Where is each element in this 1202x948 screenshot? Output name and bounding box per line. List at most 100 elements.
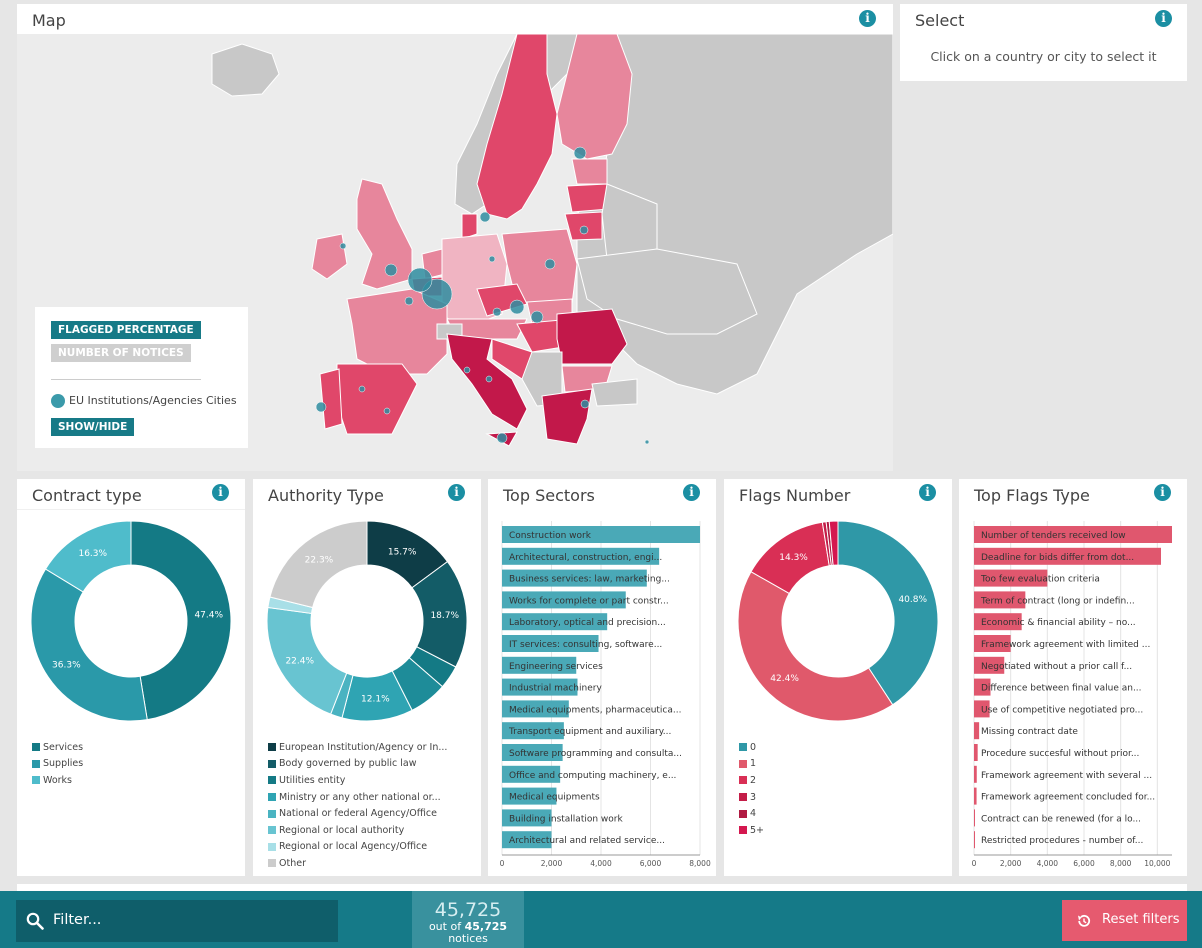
top-sectors-panel: Top Sectors i 0 2,000 4,000 6,000 8,000 Const… <box>488 479 716 876</box>
legend-label: Services <box>43 741 84 753</box>
reset-icon <box>1078 914 1091 927</box>
bar[interactable] <box>502 765 561 783</box>
legend-item[interactable]: Services <box>32 739 83 756</box>
bar[interactable] <box>502 526 700 543</box>
bar[interactable] <box>502 700 569 718</box>
legend-item[interactable]: 2 <box>739 772 764 789</box>
legend-item[interactable]: 3 <box>739 789 764 806</box>
info-icon[interactable]: i <box>919 484 936 501</box>
legend-item[interactable]: Regional or local Agency/Office <box>268 839 447 856</box>
legend-item[interactable]: European Institution/Agency or In... <box>268 739 447 756</box>
slice-label: 36.3% <box>52 661 81 671</box>
legend-label: Ministry or any other national or... <box>279 791 441 803</box>
bar[interactable] <box>974 765 977 783</box>
bar[interactable] <box>502 787 557 805</box>
bar[interactable] <box>502 722 564 740</box>
legend-item[interactable]: Ministry or any other national or... <box>268 789 447 806</box>
bar[interactable] <box>974 809 975 827</box>
select-hint: Click on a country or city to select it <box>930 49 1157 64</box>
search-icon <box>26 912 44 930</box>
legend-item[interactable]: Regional or local authority <box>268 822 447 839</box>
region-romania <box>556 308 628 365</box>
flags-number-donut[interactable]: 40.8% 42.4% 14.3% <box>724 517 952 737</box>
donut-slice[interactable] <box>737 571 894 722</box>
donut-slice[interactable] <box>837 520 939 706</box>
donut-slice[interactable] <box>266 606 348 715</box>
bar[interactable] <box>974 613 1022 631</box>
bar[interactable] <box>974 656 1005 674</box>
bar[interactable] <box>974 678 991 696</box>
donut-slice[interactable] <box>44 520 132 593</box>
bar-label: Use of competitive negotiated pro... <box>981 705 1143 715</box>
bar[interactable] <box>502 591 626 609</box>
bar[interactable] <box>502 569 647 587</box>
legend-label: 4 <box>750 808 757 820</box>
bar[interactable] <box>502 656 577 674</box>
bar-label: Restricted procedures - number of... <box>981 836 1143 846</box>
bar[interactable] <box>974 787 977 805</box>
bar-label: IT services: consulting, software... <box>509 640 662 650</box>
reset-filters-button[interactable]: Reset filters <box>1062 900 1187 941</box>
donut-slice[interactable] <box>828 520 839 566</box>
top-sectors-bar-chart[interactable]: 0 2,000 4,000 6,000 8,000 Construction work Ar… <box>488 521 716 876</box>
legend-item[interactable]: Works <box>32 772 83 789</box>
filter-box[interactable]: Filter... <box>16 900 338 942</box>
region-turkey <box>591 378 638 407</box>
flags-number-panel: Flags Number i 40.8% 42.4% 14.3% 0 1 2 3 4 5+ <box>724 479 952 876</box>
bar[interactable] <box>502 831 552 849</box>
bar[interactable] <box>974 547 1161 565</box>
legend-item[interactable]: 0 <box>739 739 764 756</box>
top-flags-type-bar-chart[interactable]: 0 2,000 4,000 6,000 8,000 10,000 Number of ten… <box>959 521 1187 876</box>
bar[interactable] <box>974 744 978 761</box>
legend-item[interactable]: 4 <box>739 805 764 822</box>
bar[interactable] <box>974 722 980 740</box>
bar[interactable] <box>974 569 1048 587</box>
bar[interactable] <box>502 613 608 631</box>
filter-input[interactable]: Filter... <box>53 912 102 928</box>
donut-slice[interactable] <box>269 520 368 609</box>
legend-item[interactable]: 1 <box>739 756 764 773</box>
bar-label: Negotiated without a prior call f... <box>981 662 1132 672</box>
info-icon[interactable]: i <box>1154 484 1171 501</box>
info-icon[interactable]: i <box>683 484 700 501</box>
info-icon[interactable]: i <box>1155 10 1172 27</box>
bar[interactable] <box>974 700 990 718</box>
bar-label: Framework agreement with limited ... <box>981 640 1150 650</box>
donut-slice[interactable] <box>130 520 232 721</box>
show-hide-button[interactable]: SHOW/HIDE <box>51 418 135 436</box>
bar[interactable] <box>502 547 660 565</box>
bar[interactable] <box>502 744 563 761</box>
legend-item[interactable]: 5+ <box>739 822 764 839</box>
legend-item[interactable]: Supplies <box>32 756 83 773</box>
legend-label: Body governed by public law <box>279 758 417 770</box>
bar[interactable] <box>502 635 599 652</box>
flagged-percentage-button[interactable]: FLAGGED PERCENTAGE <box>51 321 201 339</box>
legend-swatch <box>268 793 276 802</box>
bar[interactable] <box>974 831 975 849</box>
info-icon[interactable]: i <box>859 10 876 27</box>
bar[interactable] <box>974 526 1172 543</box>
bar-label: Medical equipments, pharmaceutica... <box>509 705 681 715</box>
legend-item[interactable]: Other <box>268 855 447 872</box>
bar-label: Office and computing machinery, e... <box>509 771 676 781</box>
legend-item[interactable]: National or federal Agency/Office <box>268 805 447 822</box>
out-of-label: out of <box>428 920 462 933</box>
authority-type-donut[interactable]: 15.7% 18.7% 12.1% 22.4% 22.3% <box>253 517 481 737</box>
bar[interactable] <box>502 678 578 696</box>
bar[interactable] <box>974 635 1011 652</box>
donut-slice[interactable] <box>30 568 148 722</box>
bar[interactable] <box>974 591 1026 609</box>
bar-label: Framework agreement concluded for... <box>981 793 1155 803</box>
legend-label: Utilities entity <box>279 774 346 786</box>
legend-item[interactable]: Utilities entity <box>268 772 447 789</box>
contract-type-donut[interactable]: 47.4% 36.3% 16.3% <box>17 517 245 737</box>
bar[interactable] <box>502 809 552 827</box>
bar-label: Too few evaluation criteria <box>980 575 1100 585</box>
tick-label: 6,000 <box>640 859 662 868</box>
legend-item[interactable]: Body governed by public law <box>268 756 447 773</box>
number-of-notices-button[interactable]: NUMBER OF NOTICES <box>51 344 191 362</box>
authority-type-panel: Authority Type i 15.7% 18.7% 12.1% 22.4% 22.… <box>253 479 481 876</box>
tick-label: 0 <box>972 859 977 868</box>
info-icon[interactable]: i <box>212 484 229 501</box>
info-icon[interactable]: i <box>448 484 465 501</box>
